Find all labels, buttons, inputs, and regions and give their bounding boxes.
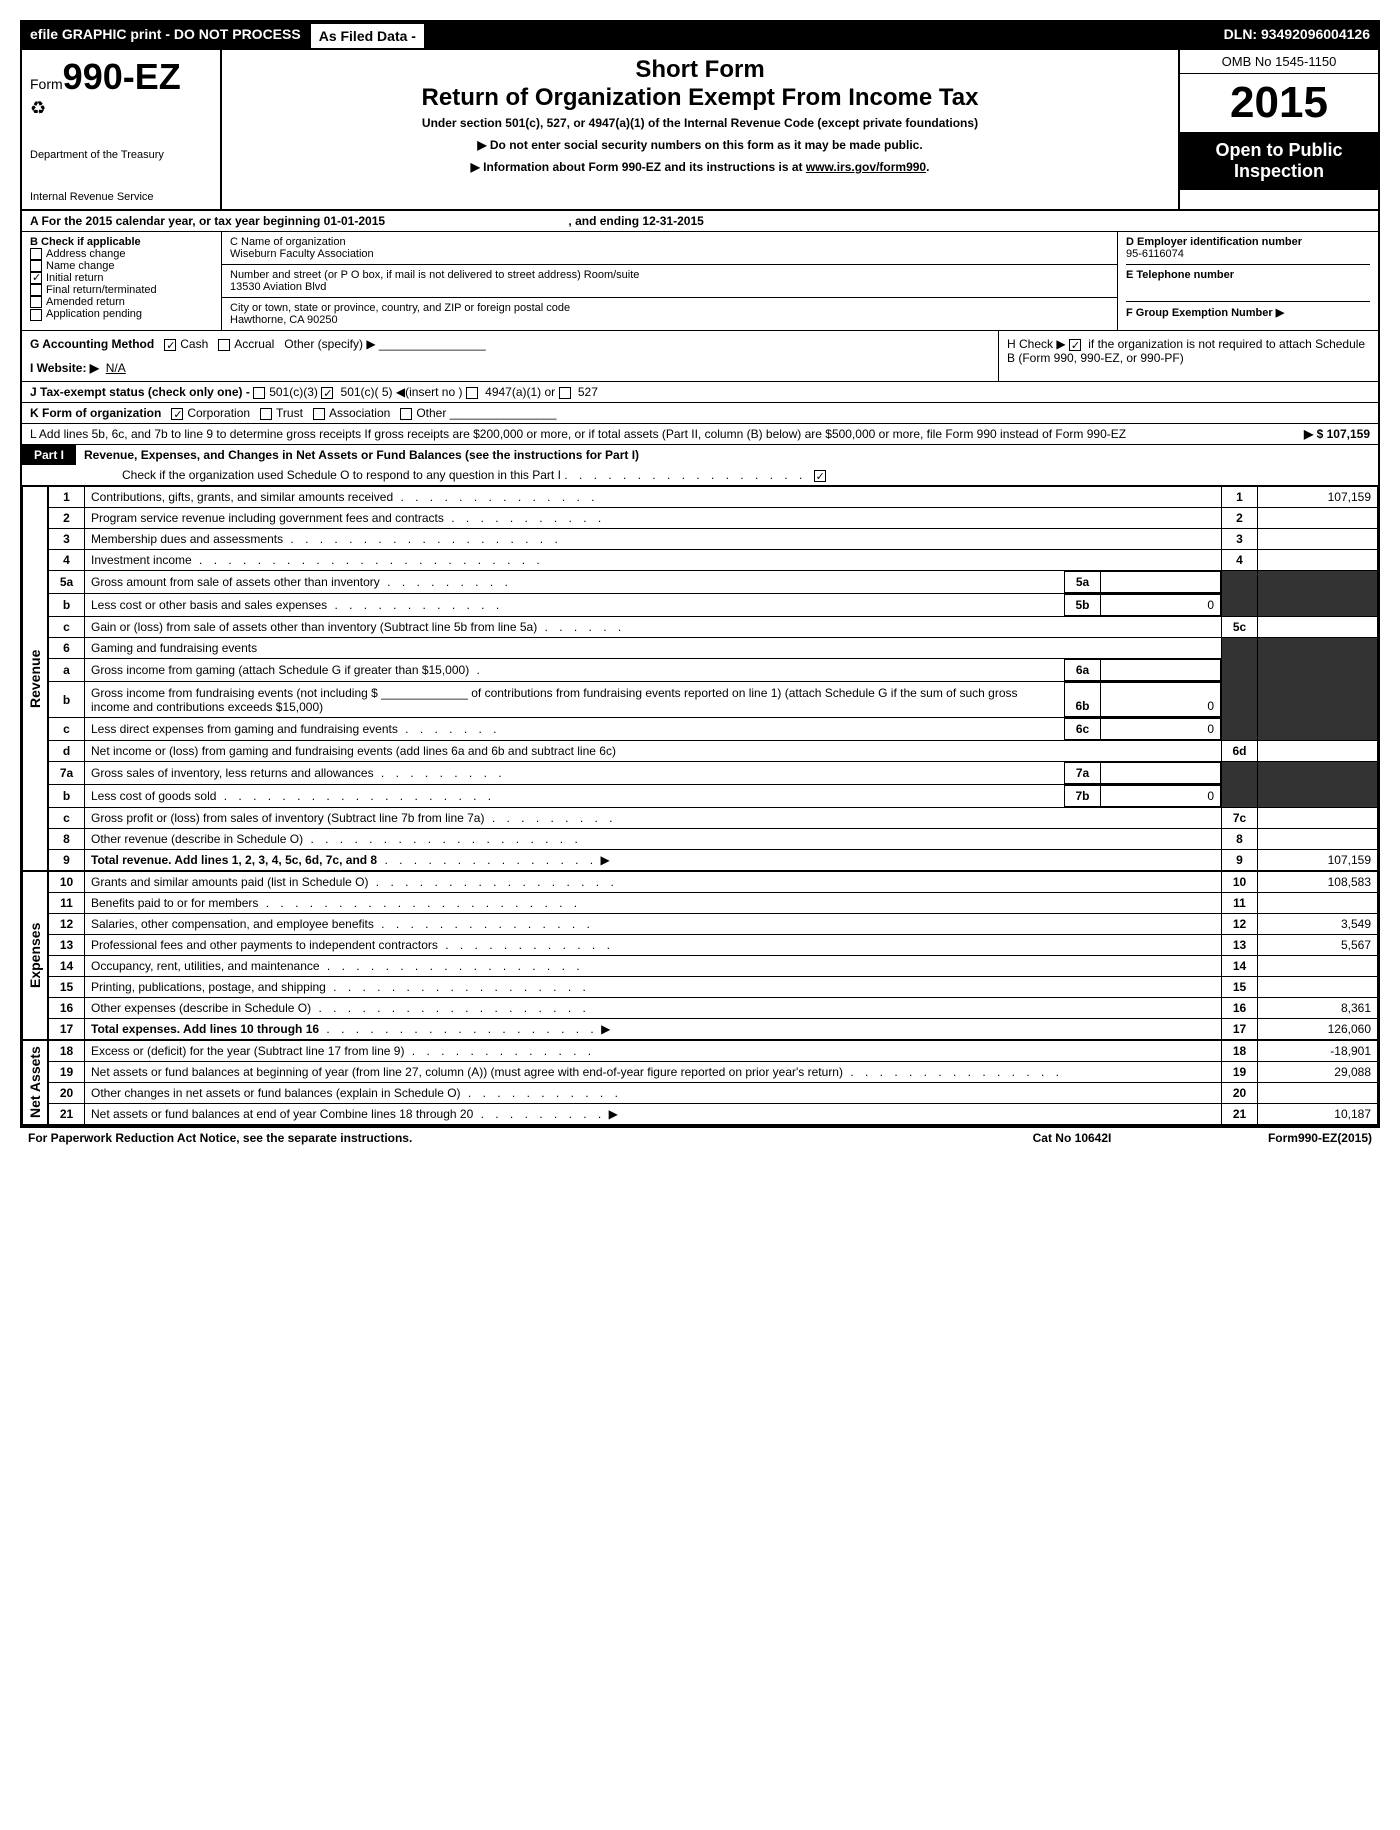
line-15: 15Printing, publications, postage, and s… xyxy=(49,977,1378,998)
chk-amended[interactable]: Amended return xyxy=(30,296,213,308)
chk-schedule-b[interactable] xyxy=(1069,339,1081,351)
dept-irs: Internal Revenue Service xyxy=(30,191,212,203)
line-5c: cGain or (loss) from sale of assets othe… xyxy=(49,617,1378,638)
org-name: Wiseburn Faculty Association xyxy=(230,248,1109,260)
chk-address[interactable]: Address change xyxy=(30,248,213,260)
section-l: L Add lines 5b, 6c, and 7b to line 9 to … xyxy=(22,424,1378,445)
chk-name[interactable]: Name change xyxy=(30,260,213,272)
line-5a: 5aGross amount from sale of assets other… xyxy=(49,571,1378,594)
asfiled-label: As Filed Data - xyxy=(309,22,426,50)
line-3: 3Membership dues and assessments . . . .… xyxy=(49,529,1378,550)
section-c: C Name of organization Wiseburn Faculty … xyxy=(222,232,1118,330)
section-g: G Accounting Method Cash Accrual Other (… xyxy=(22,331,998,381)
section-k: K Form of organization Corporation Trust… xyxy=(22,403,1378,424)
footer-catno: Cat No 10642I xyxy=(972,1131,1172,1145)
line-4: 4Investment income . . . . . . . . . . .… xyxy=(49,550,1378,571)
part1-check: Check if the organization used Schedule … xyxy=(22,465,1378,486)
sections-bcd: B Check if applicable Address change Nam… xyxy=(22,232,1378,331)
netassets-table: 18Excess or (deficit) for the year (Subt… xyxy=(48,1040,1378,1125)
form-number: Form990-EZ xyxy=(30,56,212,98)
chk-pending[interactable]: Application pending xyxy=(30,308,213,320)
subtitle: Under section 501(c), 527, or 4947(a)(1)… xyxy=(232,116,1168,130)
dept-treasury: Department of the Treasury xyxy=(30,149,212,161)
line-9: 9Total revenue. Add lines 1, 2, 3, 4, 5c… xyxy=(49,850,1378,871)
revenue-section: Revenue 1Contributions, gifts, grants, a… xyxy=(22,486,1378,871)
chk-cash[interactable] xyxy=(164,339,176,351)
chk-initial[interactable]: Initial return xyxy=(30,272,213,284)
line-20: 20Other changes in net assets or fund ba… xyxy=(49,1083,1378,1104)
header-right: OMB No 1545-1150 2015 Open to Public Ins… xyxy=(1178,50,1378,209)
line-19: 19Net assets or fund balances at beginni… xyxy=(49,1062,1378,1083)
line-16: 16Other expenses (describe in Schedule O… xyxy=(49,998,1378,1019)
form-990ez: efile GRAPHIC print - DO NOT PROCESS As … xyxy=(20,20,1380,1127)
section-a: A For the 2015 calendar year, or tax yea… xyxy=(22,211,1378,232)
line-17: 17Total expenses. Add lines 10 through 1… xyxy=(49,1019,1378,1040)
line-6d: dNet income or (loss) from gaming and fu… xyxy=(49,741,1378,762)
line-8: 8Other revenue (describe in Schedule O) … xyxy=(49,829,1378,850)
line-6b: bGross income from fundraising events (n… xyxy=(49,682,1378,718)
header-left: Form990-EZ ♻ Department of the Treasury … xyxy=(22,50,222,209)
title-shortform: Short Form xyxy=(232,56,1168,84)
instr-url: ▶ Information about Form 990-EZ and its … xyxy=(232,160,1168,174)
part1-header: Part I Revenue, Expenses, and Changes in… xyxy=(22,445,1378,465)
line-11: 11Benefits paid to or for members . . . … xyxy=(49,893,1378,914)
org-city: Hawthorne, CA 90250 xyxy=(230,314,1109,326)
line-6: 6Gaming and fundraising events xyxy=(49,638,1378,659)
open-public-badge: Open to Public Inspection xyxy=(1180,132,1378,190)
section-h: H Check ▶ if the organization is not req… xyxy=(998,331,1378,381)
revenue-table: 1Contributions, gifts, grants, and simil… xyxy=(48,486,1378,871)
footer-formref: Form990-EZ(2015) xyxy=(1172,1131,1372,1145)
instr-ssn: ▶ Do not enter social security numbers o… xyxy=(232,138,1168,152)
line-6c: cLess direct expenses from gaming and fu… xyxy=(49,718,1378,741)
line-7b: bLess cost of goods sold . . . . . . . .… xyxy=(49,785,1378,808)
dln-label: DLN: 93492096004126 xyxy=(1216,22,1378,50)
form-header: Form990-EZ ♻ Department of the Treasury … xyxy=(22,50,1378,211)
expenses-table: 10Grants and similar amounts paid (list … xyxy=(48,871,1378,1040)
header-center: Short Form Return of Organization Exempt… xyxy=(222,50,1178,209)
section-b: B Check if applicable Address change Nam… xyxy=(22,232,222,330)
netassets-section: Net Assets 18Excess or (deficit) for the… xyxy=(22,1040,1378,1125)
sections-gh: G Accounting Method Cash Accrual Other (… xyxy=(22,331,1378,382)
chk-accrual[interactable] xyxy=(218,339,230,351)
ein: 95-6116074 xyxy=(1126,248,1370,260)
recycle-icon: ♻ xyxy=(30,98,212,119)
section-def: D Employer identification number 95-6116… xyxy=(1118,232,1378,330)
line-7c: cGross profit or (loss) from sales of in… xyxy=(49,808,1378,829)
website: N/A xyxy=(106,361,126,375)
line-7a: 7aGross sales of inventory, less returns… xyxy=(49,762,1378,785)
line-5b: bLess cost or other basis and sales expe… xyxy=(49,594,1378,617)
page-footer: For Paperwork Reduction Act Notice, see … xyxy=(20,1127,1380,1148)
tax-year: 2015 xyxy=(1180,74,1378,132)
chk-schedule-o[interactable] xyxy=(814,470,826,482)
expenses-section: Expenses 10Grants and similar amounts pa… xyxy=(22,871,1378,1040)
top-bar: efile GRAPHIC print - DO NOT PROCESS As … xyxy=(22,22,1378,50)
omb-number: OMB No 1545-1150 xyxy=(1180,50,1378,74)
section-j: J Tax-exempt status (check only one) - 5… xyxy=(22,382,1378,403)
line-14: 14Occupancy, rent, utilities, and mainte… xyxy=(49,956,1378,977)
line-1: 1Contributions, gifts, grants, and simil… xyxy=(49,487,1378,508)
line-21: 21Net assets or fund balances at end of … xyxy=(49,1104,1378,1125)
footer-notice: For Paperwork Reduction Act Notice, see … xyxy=(28,1131,972,1145)
chk-final[interactable]: Final return/terminated xyxy=(30,284,213,296)
title-return: Return of Organization Exempt From Incom… xyxy=(232,84,1168,112)
line-10: 10Grants and similar amounts paid (list … xyxy=(49,872,1378,893)
line-12: 12Salaries, other compensation, and empl… xyxy=(49,914,1378,935)
line-13: 13Professional fees and other payments t… xyxy=(49,935,1378,956)
line-18: 18Excess or (deficit) for the year (Subt… xyxy=(49,1041,1378,1062)
org-street: 13530 Aviation Blvd xyxy=(230,281,1109,293)
line-6a: aGross income from gaming (attach Schedu… xyxy=(49,659,1378,682)
efile-label: efile GRAPHIC print - DO NOT PROCESS xyxy=(22,22,309,50)
line-2: 2Program service revenue including gover… xyxy=(49,508,1378,529)
